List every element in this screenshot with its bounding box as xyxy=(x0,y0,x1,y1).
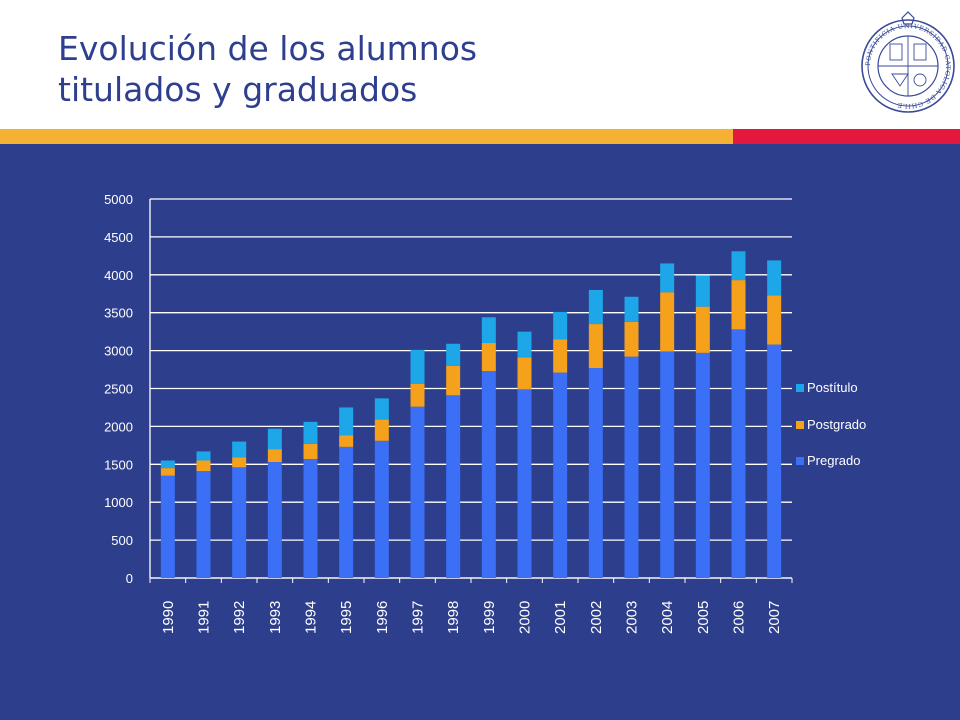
bar-postitulo xyxy=(303,421,318,444)
bar-postgrado xyxy=(624,321,639,357)
bar-postgrado xyxy=(588,324,603,369)
x-tick-label: 1993 xyxy=(267,601,284,634)
x-tick-label: 2003 xyxy=(624,601,641,634)
bar-postgrado xyxy=(517,357,532,390)
university-seal-icon: PONTIFICIA UNIVERSIDAD CATOLICA DE CHILE xyxy=(861,11,955,113)
x-tick-label: 1998 xyxy=(445,601,462,634)
x-tick-label: 1992 xyxy=(231,601,248,634)
y-tick-label: 0 xyxy=(126,571,133,586)
bar-postitulo xyxy=(588,289,603,325)
accent-bar-red xyxy=(733,129,960,144)
bar-postgrado xyxy=(767,295,782,345)
bar-postgrado xyxy=(481,343,496,372)
bar-postgrado xyxy=(232,457,247,468)
y-tick-label: 1500 xyxy=(104,457,133,472)
slide-header: Evolución de los alumnos titulados y gra… xyxy=(0,0,960,128)
x-tick-label: 2002 xyxy=(588,601,605,634)
bar-pregrado xyxy=(731,329,746,578)
y-tick-label: 4000 xyxy=(104,268,133,283)
x-tick-label: 2000 xyxy=(517,601,534,634)
bar-postgrado xyxy=(267,449,282,463)
bar-pregrado xyxy=(624,356,639,578)
bar-postitulo xyxy=(767,260,782,296)
bar-pregrado xyxy=(410,406,425,578)
x-tick-label: 2007 xyxy=(766,601,783,634)
bar-pregrado xyxy=(196,471,211,578)
y-tick-label: 500 xyxy=(111,533,133,548)
x-tick-label: 1995 xyxy=(338,601,355,634)
legend-label: Postgrado xyxy=(807,417,866,432)
accent-bar-gold xyxy=(0,129,733,144)
bar-pregrado xyxy=(267,462,282,578)
bar-pregrado xyxy=(588,368,603,578)
y-tick-label: 4500 xyxy=(104,230,133,245)
bar-postgrado xyxy=(695,306,710,353)
legend-label: Pregrado xyxy=(807,453,860,468)
x-tick-label: 1994 xyxy=(303,601,320,634)
bar-pregrado xyxy=(232,467,247,578)
bar-pregrado xyxy=(339,446,354,578)
slide-title: Evolución de los alumnos titulados y gra… xyxy=(58,28,778,110)
legend-swatch xyxy=(796,384,804,392)
bar-pregrado xyxy=(517,389,532,578)
x-tick-label: 1990 xyxy=(160,601,177,634)
bar-postgrado xyxy=(339,435,354,447)
bar-postgrado xyxy=(374,419,389,441)
bar-pregrado xyxy=(481,371,496,578)
legend-swatch xyxy=(796,457,804,465)
bar-postgrado xyxy=(196,460,211,472)
slide-title-line-1: Evolución de los alumnos xyxy=(58,29,478,68)
bar-postitulo xyxy=(553,311,568,340)
bar-pregrado xyxy=(695,352,710,578)
bar-postitulo xyxy=(232,441,247,458)
bar-postitulo xyxy=(731,251,746,281)
bar-pregrado xyxy=(446,395,461,578)
bar-postgrado xyxy=(660,292,675,352)
bar-postitulo xyxy=(660,263,675,293)
x-tick-label: 2005 xyxy=(695,601,712,634)
x-tick-label: 1991 xyxy=(196,601,213,634)
legend-swatch xyxy=(796,421,804,429)
stacked-bar-chart: 0 500 1000 1500 2000 2500 3000 3500 4000 4500 5000… xyxy=(104,192,866,634)
y-tick-label: 1000 xyxy=(104,495,133,510)
y-tick-label: 2500 xyxy=(104,382,133,397)
bar-postitulo xyxy=(695,275,710,307)
bar-pregrado xyxy=(553,372,568,578)
chart-panel xyxy=(0,144,960,720)
bar-postgrado xyxy=(410,383,425,407)
bar-postgrado xyxy=(731,280,746,330)
bar-postitulo xyxy=(196,451,211,461)
bar-postitulo xyxy=(624,296,639,322)
x-tick-label: 2006 xyxy=(731,601,748,634)
y-tick-label: 3000 xyxy=(104,344,133,359)
bar-pregrado xyxy=(660,351,675,578)
y-tick-label: 2000 xyxy=(104,419,133,434)
bar-postgrado xyxy=(303,443,318,459)
x-tick-label: 2001 xyxy=(552,601,569,634)
bar-pregrado xyxy=(767,344,782,578)
bar-postgrado xyxy=(446,365,461,396)
bar-postitulo xyxy=(517,331,532,358)
x-tick-label: 1997 xyxy=(410,601,427,634)
bar-postgrado xyxy=(160,468,175,476)
bar-postitulo xyxy=(410,349,425,384)
x-tick-label: 1996 xyxy=(374,601,391,634)
bar-pregrado xyxy=(160,475,175,578)
bar-postitulo xyxy=(160,460,175,469)
bar-pregrado xyxy=(303,458,318,578)
bar-postitulo xyxy=(374,398,389,420)
x-tick-label: 2004 xyxy=(659,601,676,634)
legend-label: Postítulo xyxy=(807,380,858,395)
y-tick-label: 3500 xyxy=(104,306,133,321)
y-tick-label: 5000 xyxy=(104,192,133,207)
bar-postitulo xyxy=(446,343,461,366)
bar-postgrado xyxy=(553,339,568,373)
bar-postitulo xyxy=(481,317,496,344)
bar-pregrado xyxy=(374,440,389,578)
bar-postitulo xyxy=(267,428,282,450)
bar-postitulo xyxy=(339,407,354,436)
x-tick-label: 1999 xyxy=(481,601,498,634)
slide-title-line-2: titulados y graduados xyxy=(58,70,418,109)
